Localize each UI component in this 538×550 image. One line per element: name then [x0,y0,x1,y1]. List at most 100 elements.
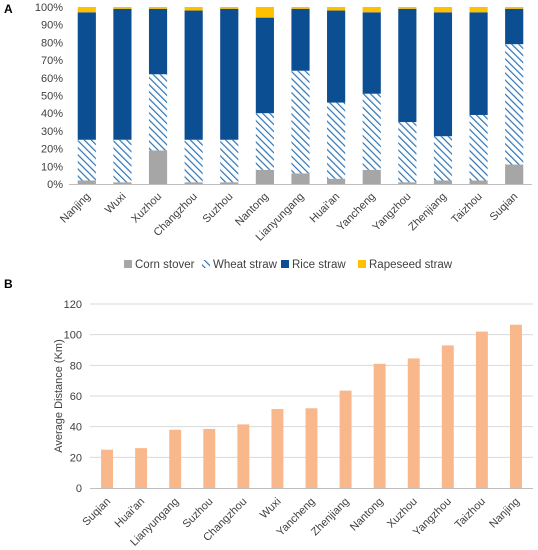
chart-a-x-tick: Wuxi [103,191,129,217]
bar-distance-changzhou [237,424,250,488]
bar-wheat-straw-wuxi [113,139,132,183]
bar-wheat-straw-lianyungang [291,70,310,174]
bar-rapeseed-straw-yancheng [362,7,381,13]
bar-corn-stover-zhenjiang [433,180,453,184]
chart-a-y-tick: 90% [41,20,63,32]
bar-corn-stover-yancheng [362,169,381,184]
legend-label-corn-stover: Corn stover [135,259,195,271]
legend-label-rapeseed-straw: Rapeseed straw [369,259,453,271]
chart-b-y-tick: 40 [70,422,82,434]
chart-b-x-tick: Nanjing [487,496,522,531]
bar-distance-huai-an [135,448,148,488]
bar-rice-straw-changzhou [184,10,203,140]
bar-rapeseed-straw-nantong [255,7,274,18]
chart-a-y-tick: 20% [41,144,63,156]
bar-rapeseed-straw-yangzhou [398,7,417,9]
chart-b-y-tick: 60 [70,391,82,403]
bar-rice-straw-lianyungang [291,8,310,71]
bar-corn-stover-lianyungang [291,173,310,184]
panel-a-label: A [4,2,13,16]
bar-corn-stover-xuzhou [148,150,168,184]
chart-a-x-tick: Nanjing [58,191,93,226]
bar-corn-stover-nanjing [77,180,96,184]
chart-a-legend: Corn stover Wheat straw Rice straw Rapeseed… [124,259,453,271]
chart-a-x-tick: Yangzhou [371,191,414,234]
bar-rapeseed-straw-huai-an [327,7,346,11]
chart-b-x-tick: Suqian [80,496,113,529]
chart-b-y-tick: 0 [76,483,82,495]
bar-rapeseed-straw-nanjing [77,7,96,13]
chart-a-y-tick: 60% [41,73,63,85]
bar-rapeseed-straw-suzhou [220,7,239,9]
chart-a-x-tick: Taizhou [449,191,484,226]
chart-b-x-tick: Taizhou [453,496,488,531]
bar-rice-straw-suqian [505,8,524,45]
bar-distance-nanjing [509,324,522,488]
legend-swatch-rapeseed-straw [358,260,366,268]
chart-a-y-tick: 0% [47,179,63,191]
chart-a-x-tick: Zhenjiang [406,191,449,234]
chart-b-y-tick: 100 [64,330,82,342]
bar-wheat-straw-huai-an [327,102,346,179]
chart-a-y-tick: 50% [41,91,63,103]
bar-corn-stover-nantong [255,169,274,184]
bar-rice-straw-nanjing [77,12,96,140]
bar-distance-suzhou [203,428,216,488]
bar-wheat-straw-xuzhou [148,74,168,151]
bar-wheat-straw-changzhou [184,139,203,183]
bar-rice-straw-xuzhou [148,8,168,75]
chart-a-x-tick: Huai'an [308,191,343,226]
bar-rapeseed-straw-changzhou [184,7,203,11]
legend-swatch-rice-straw [281,260,289,268]
bar-rice-straw-zhenjiang [433,12,453,137]
bar-corn-stover-suqian [505,164,524,184]
chart-a-x-tick: Suqian [488,191,521,224]
bar-distance-yangzhou [441,345,454,488]
bar-wheat-straw-nantong [255,113,274,170]
bar-wheat-straw-suzhou [220,139,239,183]
bar-wheat-straw-yangzhou [398,122,417,183]
chart-b-y-tick: 120 [64,299,82,311]
chart-a-y-tick: 30% [41,126,63,138]
bar-distance-lianyungang [169,429,182,488]
chart-a-x-tick: Suzhou [201,191,236,226]
bar-rapeseed-straw-taizhou [469,7,488,13]
chart-b-y-tick: 80 [70,360,82,372]
chart-a-y-tick: 40% [41,108,63,120]
legend-swatch-wheat-straw [202,260,210,268]
bar-rice-straw-taizhou [469,12,488,115]
bar-distance-wuxi [271,409,284,488]
bar-corn-stover-yangzhou [398,182,417,184]
chart-a-y-tick: 70% [41,55,63,67]
bar-wheat-straw-suqian [505,44,524,165]
bar-corn-stover-changzhou [184,182,203,184]
bar-rapeseed-straw-xuzhou [148,7,168,9]
bar-rapeseed-straw-suqian [505,7,524,9]
bar-distance-zhenjiang [339,390,352,488]
chart-a: 0% 10% 20% 30% 40% 50% 60% 70% 80% 90% 100% Nanjing… [35,2,532,244]
legend-swatch-corn-stover [124,260,132,268]
panel-b-label: B [4,277,13,291]
chart-b-x-tick: Wuxi [258,496,284,522]
bar-rice-straw-suzhou [220,8,239,140]
chart-a-y-tick: 10% [41,161,63,173]
bar-corn-stover-taizhou [469,180,488,184]
legend-label-rice-straw: Rice straw [292,259,346,271]
bar-corn-stover-suzhou [220,182,239,184]
bar-distance-suqian [101,449,114,488]
bar-wheat-straw-zhenjiang [433,136,453,181]
chart-b-y-tick: 20 [70,452,82,464]
bar-wheat-straw-nanjing [77,139,96,181]
bar-rapeseed-straw-zhenjiang [433,7,453,13]
bar-rapeseed-straw-wuxi [113,7,132,9]
bar-wheat-straw-yancheng [362,93,381,170]
bar-rice-straw-yancheng [362,12,381,94]
bar-rapeseed-straw-lianyungang [291,7,310,9]
legend-label-wheat-straw: Wheat straw [213,259,278,271]
bar-distance-yancheng [305,408,318,488]
bar-distance-xuzhou [407,358,420,488]
chart-a-y-tick: 100% [35,2,63,14]
bar-wheat-straw-taizhou [469,114,488,181]
